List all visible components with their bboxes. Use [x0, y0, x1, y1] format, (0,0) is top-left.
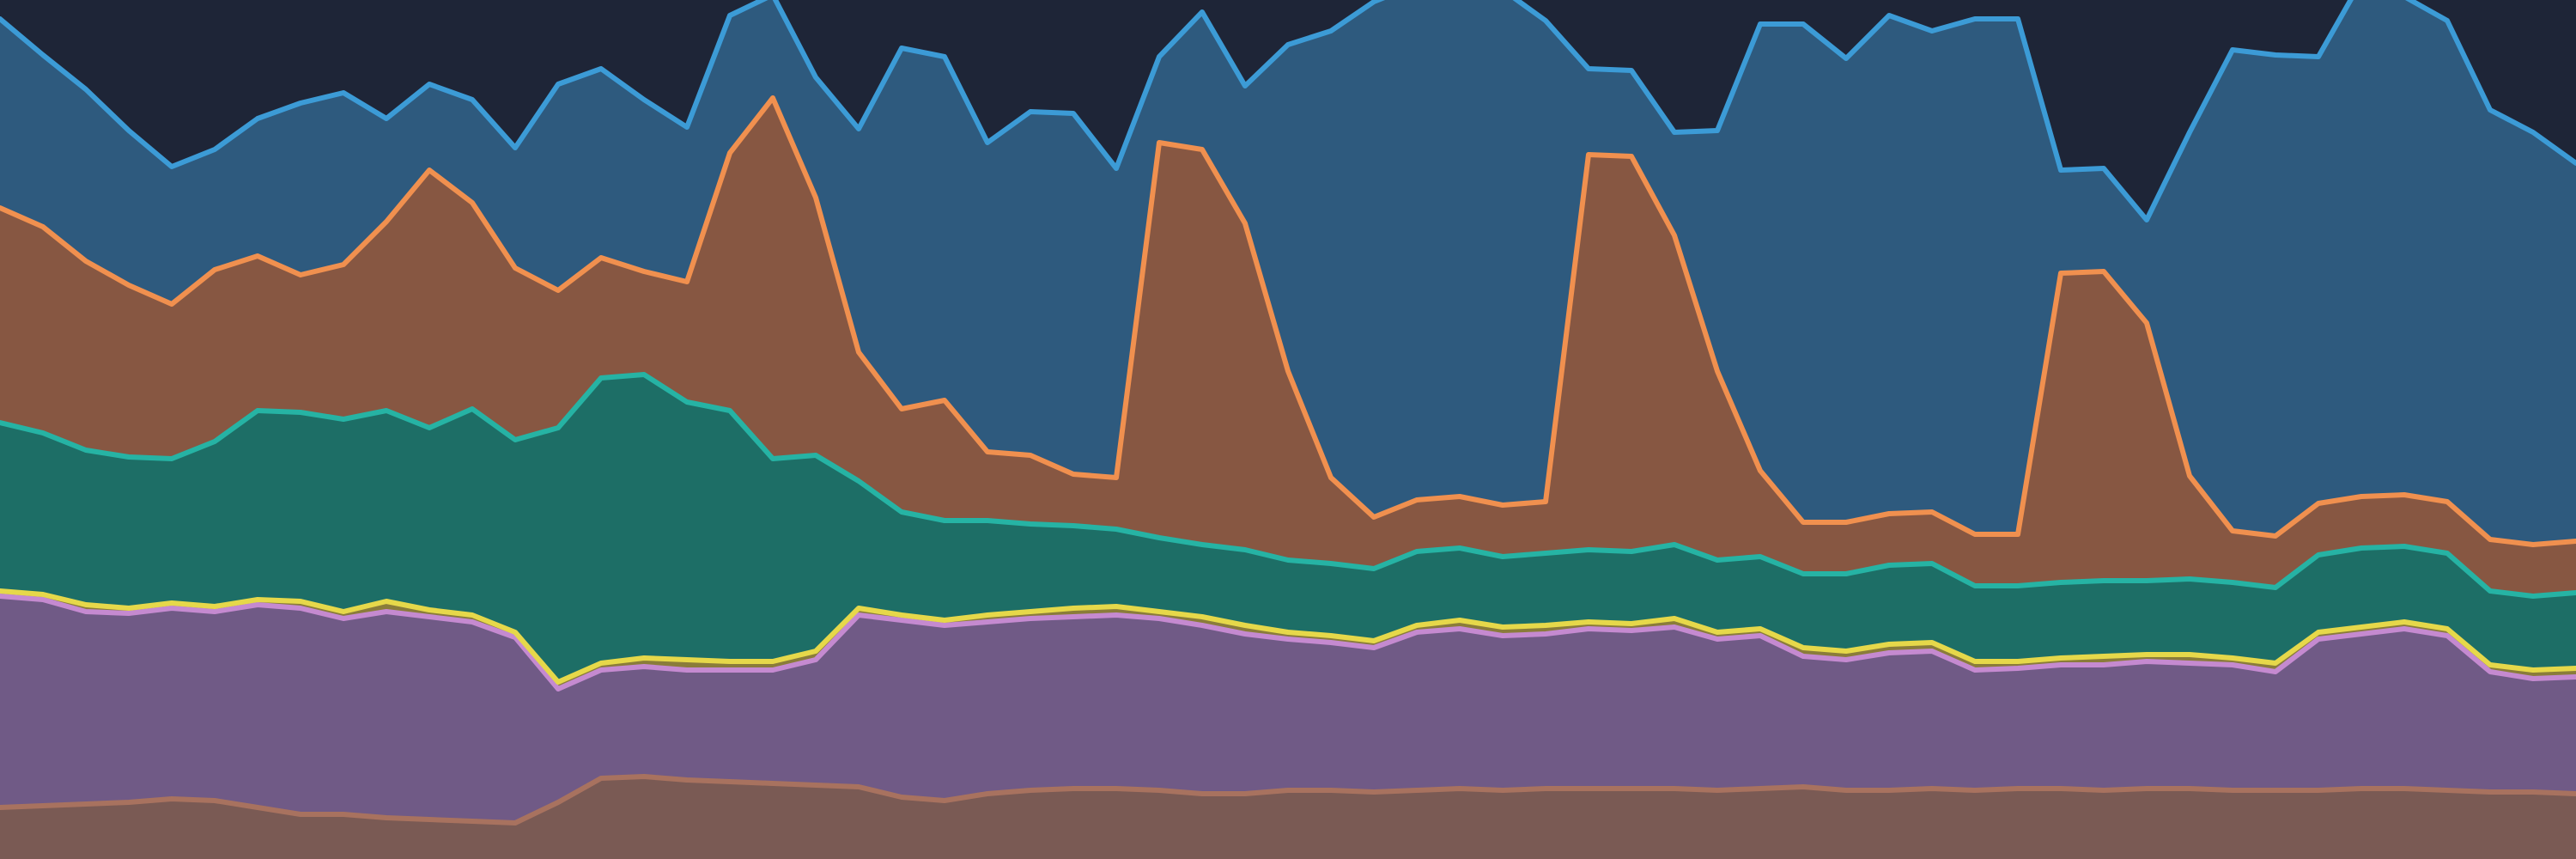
series-line-0	[0, 774, 2576, 825]
series-area-5	[0, 0, 2576, 545]
series-lines	[0, 0, 2576, 825]
series-area-3	[0, 375, 2576, 682]
series-line-4	[0, 95, 2576, 547]
series-area-4	[0, 98, 2576, 596]
series-line-3	[0, 372, 2576, 599]
series-line-2	[0, 588, 2576, 685]
series-area-0	[0, 777, 2576, 859]
series-line-5	[0, 0, 2576, 222]
series-line-1	[0, 594, 2576, 691]
